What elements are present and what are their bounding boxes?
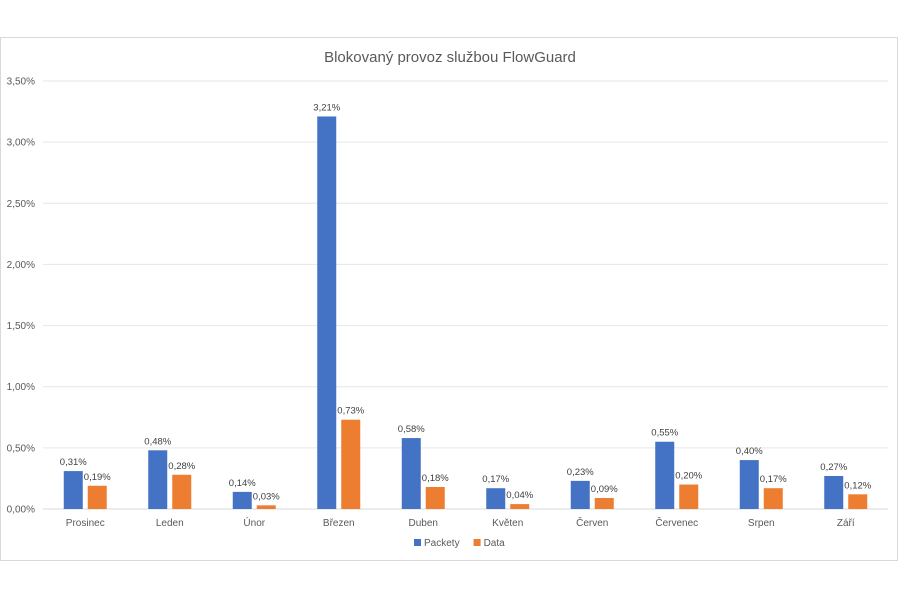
data-label: 0,14% xyxy=(229,478,256,489)
data-label: 0,55% xyxy=(651,428,678,439)
bar-packety-6 xyxy=(570,480,590,509)
bar-data-7 xyxy=(679,484,699,509)
y-tick-label: 3,00% xyxy=(7,138,35,149)
x-tick-label: Květen xyxy=(492,518,523,529)
bar-packety-7 xyxy=(655,441,675,509)
bar-packety-3 xyxy=(317,116,337,509)
data-label: 0,03% xyxy=(253,491,280,502)
data-label: 0,23% xyxy=(567,467,594,478)
bar-data-3 xyxy=(341,419,361,509)
bar-data-4 xyxy=(425,486,445,509)
bar-packety-4 xyxy=(401,438,421,509)
bar-packety-2 xyxy=(232,491,252,509)
y-tick-label: 1,00% xyxy=(7,382,35,393)
data-labels: 0,31% 0,19% 0,48% 0,28% 0,14% 0,03% 3,21% 0,73%… xyxy=(60,102,872,502)
data-label: 0,19% xyxy=(84,472,111,483)
y-tick-label: 0,00% xyxy=(7,505,35,516)
y-tick-label: 0,50% xyxy=(7,443,35,454)
data-label: 0,17% xyxy=(760,474,787,485)
y-tick-label: 2,50% xyxy=(7,199,35,210)
chart-frame: Blokovaný provoz službou FlowGuard 0,00%… xyxy=(0,37,898,561)
data-label: 0,31% xyxy=(60,457,87,468)
x-tick-label: Září xyxy=(837,518,855,529)
bar-data-9 xyxy=(848,494,868,509)
bar-chart: Blokovaný provoz službou FlowGuard 0,00%… xyxy=(7,49,888,549)
legend: Packety Data xyxy=(414,538,505,549)
data-label: 0,48% xyxy=(144,436,171,447)
data-label: 0,58% xyxy=(398,424,425,435)
bar-packety-1 xyxy=(148,450,168,509)
bar-data-8 xyxy=(763,488,783,509)
legend-swatch-data xyxy=(473,539,481,546)
bar-data-2 xyxy=(256,505,276,509)
x-tick-label: Červenec xyxy=(655,516,698,529)
data-label: 0,20% xyxy=(675,471,702,482)
y-tick-label: 2,00% xyxy=(7,260,35,271)
bar-packety-9 xyxy=(824,475,844,509)
bar-packety-5 xyxy=(486,488,506,509)
legend-label-packety: Packety xyxy=(424,538,460,549)
x-tick-label: Červen xyxy=(576,516,608,529)
bar-packety-0 xyxy=(63,471,83,509)
x-tick-label: Srpen xyxy=(748,518,775,529)
x-tick-label: Únor xyxy=(243,516,265,529)
y-tick-label: 1,50% xyxy=(7,321,35,332)
x-axis: Prosinec Leden Únor Březen Duben Květen Červen… xyxy=(66,516,855,529)
x-tick-label: Leden xyxy=(156,518,184,529)
x-tick-label: Duben xyxy=(409,518,438,529)
data-label: 0,28% xyxy=(168,461,195,472)
bar-data-0 xyxy=(87,485,107,509)
y-tick-label: 3,50% xyxy=(7,77,35,88)
data-label: 0,73% xyxy=(337,406,364,417)
data-label: 0,04% xyxy=(506,490,533,501)
data-label: 0,27% xyxy=(820,462,847,473)
x-tick-label: Březen xyxy=(323,518,355,529)
legend-swatch-packety xyxy=(414,539,421,546)
legend-label-data: Data xyxy=(484,538,506,549)
data-label: 0,17% xyxy=(482,474,509,485)
bar-data-1 xyxy=(172,474,192,509)
bar-data-5 xyxy=(510,504,530,509)
bar-packety-8 xyxy=(739,460,759,509)
data-label: 0,12% xyxy=(844,480,871,491)
chart-title: Blokovaný provoz službou FlowGuard xyxy=(324,49,576,66)
data-label: 0,40% xyxy=(736,446,763,457)
bars xyxy=(63,116,868,509)
y-axis: 0,00% 0,50% 1,00% 1,50% 2,00% 2,50% 3,00% 3,50% xyxy=(7,77,35,516)
gridlines xyxy=(43,80,888,510)
x-tick-label: Prosinec xyxy=(66,518,105,529)
data-label: 3,21% xyxy=(313,102,340,113)
bar-data-6 xyxy=(594,497,614,509)
data-label: 0,18% xyxy=(422,473,449,484)
data-label: 0,09% xyxy=(591,484,618,495)
